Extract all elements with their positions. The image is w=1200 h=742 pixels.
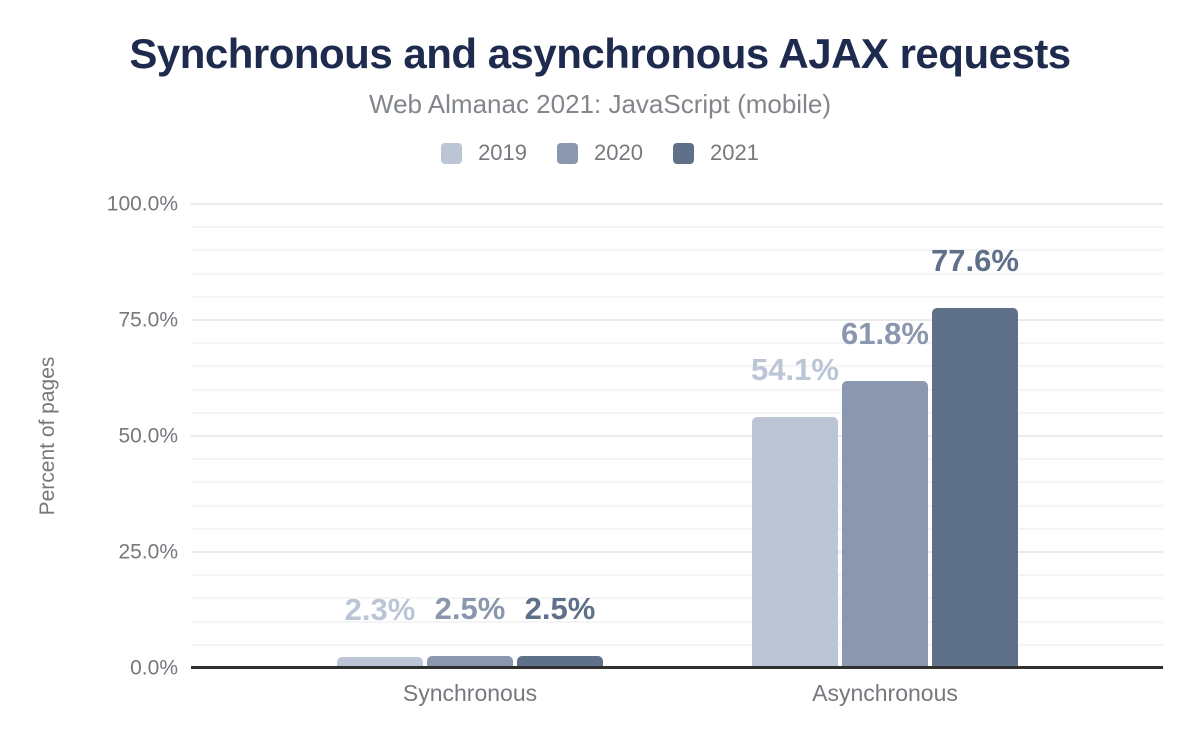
- bar-value-label-2019-synchronous: 2.3%: [344, 592, 416, 628]
- bar-value-label-2019-asynchronous: 54.1%: [751, 351, 839, 387]
- minor-gridline: [191, 411, 1163, 414]
- y-tick-label: 75.0%: [118, 308, 178, 332]
- legend-label: 2021: [709, 140, 759, 165]
- bar-2019-synchronous[interactable]: [337, 657, 423, 668]
- legend-item-2021[interactable]: 2021: [672, 140, 759, 166]
- bar-2019-asynchronous[interactable]: [752, 416, 838, 668]
- minor-gridline: [191, 249, 1163, 252]
- legend-label: 2020: [594, 140, 643, 165]
- x-category-label-synchronous: Synchronous: [402, 680, 538, 706]
- bar-value-label-2020-synchronous: 2.5%: [434, 591, 506, 627]
- major-gridline: [191, 435, 1163, 437]
- bar-group-synchronous: 2.3% 2.5% 2.5%: [337, 204, 603, 668]
- minor-gridline: [191, 643, 1163, 646]
- bar-2021-asynchronous[interactable]: [932, 307, 1018, 668]
- major-gridline: [191, 551, 1163, 553]
- x-axis-line: [191, 666, 1163, 669]
- y-tick-label: 100.0%: [106, 192, 178, 216]
- plot-area: 0.0% 25.0% 50.0% 75.0% 100.0% 2.3% 2.5% 2.5% 54…: [107, 194, 1163, 706]
- bar-value-label-2020-asynchronous: 61.8%: [841, 316, 929, 352]
- y-tick-label: 25.0%: [118, 540, 178, 564]
- y-axis-title: Percent of pages: [36, 356, 59, 516]
- chart-subtitle: Web Almanac 2021: JavaScript (mobile): [369, 89, 831, 119]
- minor-gridline: [191, 481, 1163, 484]
- major-gridline: [191, 203, 1163, 205]
- minor-gridline: [191, 458, 1163, 461]
- bar-2020-asynchronous[interactable]: [842, 381, 928, 668]
- minor-gridline: [191, 527, 1163, 530]
- minor-gridline: [191, 388, 1163, 391]
- bar-2020-synchronous[interactable]: [427, 656, 513, 668]
- minor-gridline: [191, 272, 1163, 275]
- legend-item-2020[interactable]: 2020: [557, 140, 643, 166]
- bar-value-label-2021-synchronous: 2.5%: [524, 591, 596, 627]
- y-tick-label: 50.0%: [118, 424, 178, 448]
- x-category-label-asynchronous: Asynchronous: [812, 680, 958, 706]
- legend-swatch-2020: [557, 142, 579, 164]
- minor-gridline: [191, 226, 1163, 229]
- minor-gridline: [191, 365, 1163, 368]
- bar-group-asynchronous: 54.1% 61.8% 77.6%: [751, 204, 1019, 668]
- major-gridline: [191, 319, 1163, 321]
- minor-gridline: [191, 597, 1163, 600]
- legend-item-2019[interactable]: 2019: [441, 140, 527, 166]
- minor-gridline: [191, 574, 1163, 577]
- minor-gridline: [191, 342, 1163, 345]
- y-tick-label: 0.0%: [130, 656, 178, 680]
- legend-label: 2019: [478, 140, 528, 165]
- legend-swatch-2021: [672, 142, 694, 164]
- bar-value-label-2021-asynchronous: 77.6%: [931, 242, 1019, 278]
- minor-gridline: [191, 295, 1163, 298]
- chart-title: Synchronous and asynchronous AJAX reques…: [129, 30, 1071, 77]
- legend: 2019 2020 2021: [0, 140, 1200, 166]
- bar-2021-synchronous[interactable]: [517, 656, 603, 668]
- minor-gridline: [191, 504, 1163, 507]
- legend-swatch-2019: [441, 142, 463, 164]
- minor-gridline: [191, 620, 1163, 623]
